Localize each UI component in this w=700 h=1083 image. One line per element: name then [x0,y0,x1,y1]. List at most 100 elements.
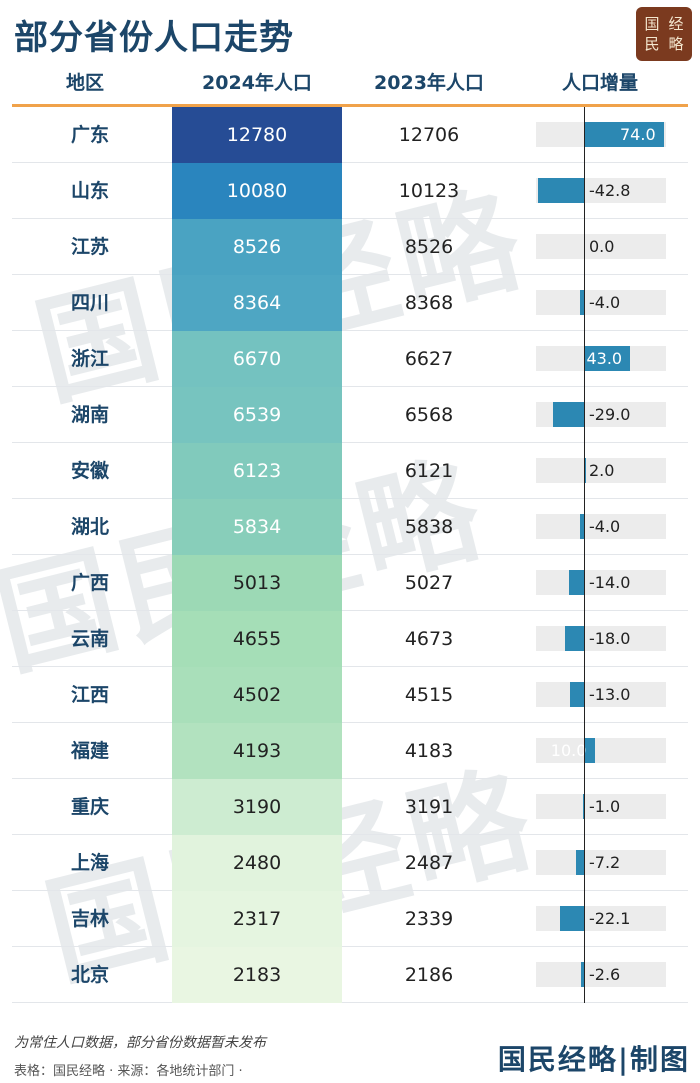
region-label: 四川 [70,292,109,314]
table-row: 安徽 6123 6121 2.0 [12,443,688,499]
value-2023-cell: 8368 [404,292,454,314]
delta-label: -1.0 [589,797,621,816]
value-2023-cell: 2339 [404,908,454,930]
delta-track [536,626,666,651]
logo-char: 国 [644,15,660,33]
region-label: 江西 [70,684,109,706]
table-row: 江苏 8526 8526 0.0 [12,219,688,275]
table-row: 四川 8364 8368 -4.0 [12,275,688,331]
table-row: 重庆 3190 3191 -1.0 [12,779,688,835]
page-title: 部分省份人口走势 [14,18,294,58]
delta-label: -22.1 [589,909,631,928]
delta-track [536,514,666,539]
value-2024-cell: 4655 [172,611,342,667]
table-row: 北京 2183 2186 -2.6 [12,947,688,1003]
header-divider [12,104,688,107]
region-label: 广东 [70,124,109,146]
region-label: 上海 [70,852,109,874]
delta-bar [584,458,587,483]
delta-track [536,962,666,987]
region-label: 安徽 [70,460,109,482]
table-row: 吉林 2317 2339 -22.1 [12,891,688,947]
value-2023-cell: 5838 [404,516,454,538]
value-2023-cell: 2186 [404,964,454,986]
value-2023-cell: 3191 [404,796,454,818]
table-row: 湖南 6539 6568 -29.0 [12,387,688,443]
region-label: 云南 [70,628,109,650]
delta-bar [584,122,664,147]
value-2024-cell: 2317 [172,891,342,947]
value-2023-cell: 5027 [404,572,454,594]
value-2024-cell: 8364 [172,275,342,331]
delta-label: -13.0 [589,685,631,704]
value-2024-cell: 12780 [172,107,342,163]
region-label: 重庆 [70,796,109,818]
delta-track [536,850,666,875]
source-credit: 表格：国民经略 · 来源：各地统计部门 · [14,1064,243,1079]
region-label: 北京 [70,964,109,986]
delta-bar [552,402,584,427]
delta-label: 74.0 [620,125,656,144]
delta-track [536,234,666,259]
footer-brand: 国民经略|制图 [497,1043,690,1076]
delta-label: -18.0 [589,629,631,648]
delta-label: 10.0 [550,741,587,760]
delta-track [536,290,666,315]
value-2023-cell: 4515 [404,684,454,706]
delta-label: 0.0 [589,237,615,256]
value-2023-cell: 10123 [398,180,460,202]
brand-logo: 国 经 民 略 [636,7,692,61]
delta-label: -29.0 [589,405,631,424]
column-header-2023: 2023年人口 [374,72,484,94]
footnote: 为常住人口数据，部分省份数据暂未发布 [14,1035,266,1051]
table-row: 上海 2480 2487 -7.2 [12,835,688,891]
delta-label: -7.2 [589,853,621,872]
delta-bar [537,178,584,203]
region-label: 浙江 [70,348,109,370]
value-2024-cell: 4193 [172,723,342,779]
delta-bar [581,962,584,987]
delta-label: -2.6 [589,965,621,984]
table-row: 广东 12780 12706 74.0 [12,107,688,163]
delta-bar [576,850,584,875]
data-table: 广东 12780 12706 74.0 山东 10080 10123 -42.8 江苏 8526 8… [12,107,688,1003]
delta-track [536,570,666,595]
delta-label: -14.0 [589,573,631,592]
delta-label: 43.0 [586,349,623,368]
value-2024-cell: 3190 [172,779,342,835]
value-2023-cell: 6568 [404,404,454,426]
delta-bar [584,346,631,371]
value-2024-cell: 8526 [172,219,342,275]
value-2023-cell: 2487 [404,852,454,874]
value-2023-cell: 4673 [404,628,454,650]
delta-bar [584,738,595,763]
delta-label: 2.0 [589,461,615,480]
table-row: 江西 4502 4515 -13.0 [12,667,688,723]
delta-zero-axis [584,107,585,1003]
table-row: 浙江 6670 6627 43.0 [12,331,688,387]
table-row: 广西 5013 5027 -14.0 [12,555,688,611]
delta-track [536,682,666,707]
value-2023-cell: 6627 [404,348,454,370]
delta-track [536,458,666,483]
value-2023-cell: 4183 [404,740,454,762]
value-2023-cell: 6121 [404,460,454,482]
delta-label: -4.0 [589,517,621,536]
value-2024-cell: 10080 [172,163,342,219]
region-label: 福建 [70,740,109,762]
column-header-region: 地区 [65,72,104,94]
value-2024-cell: 5013 [172,555,342,611]
delta-track [536,906,666,931]
value-2024-cell: 6539 [172,387,342,443]
delta-bar [560,906,584,931]
delta-track [536,794,666,819]
table-row: 湖北 5834 5838 -4.0 [12,499,688,555]
value-2024-cell: 4502 [172,667,342,723]
value-2024-cell: 6123 [172,443,342,499]
delta-bar [564,626,584,651]
logo-char: 民 [644,35,660,53]
value-2024-cell: 6670 [172,331,342,387]
value-2024-cell: 2480 [172,835,342,891]
logo-char: 经 [668,15,684,33]
delta-label: -42.8 [589,181,631,200]
